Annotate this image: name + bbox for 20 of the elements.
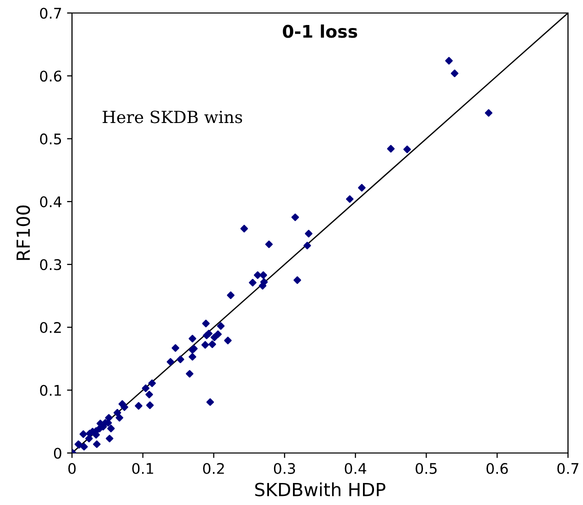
x-tick-label: 0.1: [132, 462, 154, 474]
y-axis-title: RF100: [16, 206, 30, 260]
y-tick-label: 0.4: [40, 196, 62, 208]
x-tick-label: 0: [68, 462, 76, 474]
text: 0-1 loss: [282, 24, 358, 38]
y-tick-label: 0.6: [40, 70, 62, 82]
x-tick-label: 0.2: [203, 462, 224, 474]
y-tick-label: 0.7: [40, 8, 62, 19]
y-tick-label: 0: [54, 448, 62, 459]
y-tick-label: 0.2: [40, 322, 61, 334]
x-tick-label: 0.5: [416, 462, 437, 474]
x-tick-label: 0.6: [486, 462, 508, 474]
y-tick-label: 0.3: [40, 259, 62, 270]
annotation: Here SKDB wins: [102, 110, 242, 124]
x-tick-label: 0.3: [274, 462, 295, 474]
y-tick-label: 0.1: [40, 384, 61, 396]
x-tick-label: 0.4: [344, 462, 366, 474]
x-axis-title: SKDBwith HDP: [255, 482, 386, 496]
y-tick-label: 0.5: [40, 133, 62, 144]
x-tick-label: 0.7: [557, 462, 578, 474]
